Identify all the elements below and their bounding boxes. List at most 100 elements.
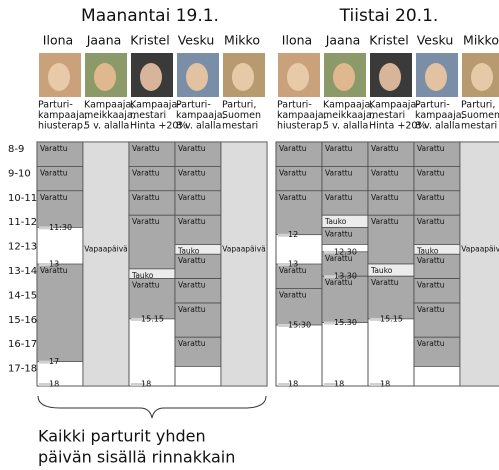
slot-label: Varattu [325, 168, 353, 177]
slot [36, 263, 84, 362]
hour-label: 10-11 [8, 193, 37, 204]
time-marker: 15.15 [380, 314, 403, 323]
time-marker: 13.30 [334, 272, 357, 281]
person-description: kampaaja, [415, 110, 465, 121]
time-marker: 13 [288, 260, 298, 269]
person-description: Suomen [461, 110, 499, 121]
caption-line: Kaikki parturit yhden [38, 427, 206, 446]
slot [275, 190, 323, 236]
slot [128, 190, 176, 216]
time-marker: 18 [380, 380, 390, 389]
slot-label: Varattu [417, 144, 445, 153]
hour-label: 17-18 [8, 364, 37, 375]
slot [367, 190, 415, 216]
hour-label: 15-16 [8, 315, 37, 326]
slot-label: Varattu [417, 168, 445, 177]
photo-face [425, 63, 447, 91]
marker-bar [324, 250, 338, 254]
slot-label: Varattu [279, 193, 307, 202]
time-marker: 12 [288, 230, 298, 239]
slot [321, 141, 369, 167]
slot-label: Varattu [417, 256, 445, 265]
person-description: kampaaja, [277, 110, 327, 121]
slot [367, 141, 415, 167]
person-description: meikkaaja, [84, 110, 136, 121]
slot [413, 190, 461, 216]
slot [413, 214, 461, 245]
slot-label: Varattu [40, 266, 68, 275]
slot-label: Varattu [178, 256, 206, 265]
hour-label: 11-12 [8, 217, 37, 228]
person-description: 5 v. alalla [323, 121, 368, 132]
photo-face [186, 63, 208, 91]
hour-label: 12-13 [8, 242, 37, 253]
person-description: 5 v. alalla [84, 121, 129, 132]
slot [413, 278, 461, 304]
person-description: 8 v. alalla [176, 121, 221, 132]
time-marker: 11:30 [49, 223, 72, 232]
slot-label: Varattu [132, 281, 160, 290]
photo-face [94, 63, 116, 91]
slot-label: Varattu [132, 168, 160, 177]
marker-bar [39, 383, 53, 386]
person-name: Jaana [325, 33, 361, 48]
slot [275, 288, 323, 326]
person-description: 8 v. alalla [415, 121, 460, 132]
photo-face [471, 63, 493, 91]
slot-label: Varattu [178, 144, 206, 153]
person-description: Kampaaja, [84, 100, 134, 111]
marker-bar [278, 324, 292, 327]
slot-label: Varattu [371, 144, 399, 153]
time-marker: 18 [141, 380, 151, 389]
slot-label: Varattu [132, 193, 160, 202]
slot [413, 253, 461, 279]
slot [128, 166, 176, 192]
hour-label: 9-10 [8, 168, 31, 179]
slot [36, 166, 84, 192]
slot-label: Tauko [131, 271, 154, 280]
person-description: Hinta +20% [369, 121, 426, 132]
marker-bar [39, 263, 53, 266]
time-marker: 13 [49, 260, 59, 269]
photo-face [232, 63, 254, 91]
person-name: Mikko [224, 33, 260, 48]
slot-label: Varattu [417, 339, 445, 348]
time-marker: 15:30 [288, 321, 311, 330]
photo-face [48, 63, 70, 91]
slot-label: Tauko [177, 246, 200, 255]
marker-bar [324, 383, 338, 386]
brace [37, 395, 267, 419]
caption-line: päivän sisällä rinnakkain [38, 448, 235, 467]
slot [36, 190, 84, 228]
person-description: Parturi, [461, 100, 495, 111]
slot-label: Varattu [40, 144, 68, 153]
time-marker: 15.30 [334, 318, 357, 327]
slot-label: Varattu [178, 217, 206, 226]
person-description: kampaaja, [38, 110, 88, 121]
slot-label: Varattu [178, 305, 206, 314]
slot [128, 214, 176, 270]
slot-label: Tauko [370, 266, 393, 275]
hour-label: 13-14 [8, 266, 37, 277]
person-name: Kristel [369, 33, 408, 48]
slot-label: Varattu [279, 290, 307, 299]
slot-label: Varattu [40, 168, 68, 177]
slot-label: Varattu [279, 266, 307, 275]
slot-label: Varattu [371, 217, 399, 226]
person-description: Kampaaja- [369, 100, 420, 111]
marker-bar [324, 321, 338, 325]
slot [367, 275, 415, 320]
person-description: kampaaja, [176, 110, 226, 121]
slot-label: Varattu [325, 193, 353, 202]
slot-label: Varattu [279, 144, 307, 153]
slot [413, 166, 461, 192]
slot-label: Varattu [178, 339, 206, 348]
slot-label: Varattu [417, 217, 445, 226]
time-marker: 17 [49, 357, 59, 366]
person-description: Suomen [222, 110, 261, 121]
marker-bar [278, 233, 292, 237]
slot [367, 214, 415, 265]
slot-label: Varattu [178, 168, 206, 177]
person-description: mestari [130, 110, 166, 121]
slot-label: Varattu [132, 217, 160, 226]
